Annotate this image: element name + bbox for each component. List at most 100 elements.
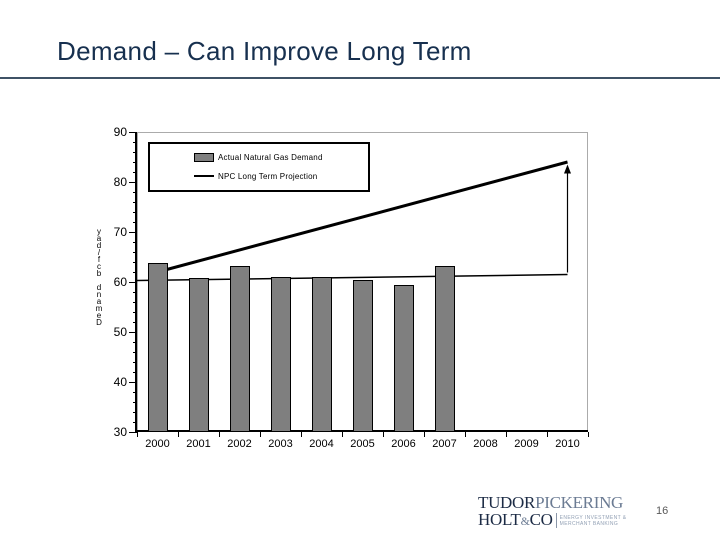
y-axis-title-char: c xyxy=(97,262,101,271)
x-tick xyxy=(219,432,220,437)
y-axis-title-char: n xyxy=(96,290,102,299)
legend-entry-actual: Actual Natural Gas Demand xyxy=(194,153,368,163)
y-minor-tick xyxy=(133,412,137,413)
y-axis-title-char: y xyxy=(97,227,101,236)
y-major-tick xyxy=(129,182,137,183)
bar-2002 xyxy=(229,266,250,432)
y-major-tick xyxy=(129,282,137,283)
y-minor-tick xyxy=(133,162,137,163)
x-tick xyxy=(506,432,507,437)
logo-holtco: HOLT&CO xyxy=(478,510,553,529)
y-axis-title-char: / xyxy=(97,248,101,257)
x-tick xyxy=(547,432,548,437)
x-tick xyxy=(588,432,589,437)
legend-entry-projection: NPC Long Term Projection xyxy=(194,172,368,181)
y-minor-tick xyxy=(133,422,137,423)
legend-bar-swatch xyxy=(194,153,214,163)
legend-label-projection: NPC Long Term Projection xyxy=(218,171,318,181)
y-tick-label: 70 xyxy=(113,225,127,239)
y-minor-tick xyxy=(133,142,137,143)
gap-arrow-head xyxy=(564,164,571,174)
y-minor-tick xyxy=(133,372,137,373)
x-tick-label: 2009 xyxy=(514,438,539,450)
y-minor-tick xyxy=(133,172,137,173)
y-axis-title-char: e xyxy=(96,311,102,320)
line-series-0 xyxy=(157,160,568,274)
y-tick-label: 90 xyxy=(113,125,127,139)
x-tick-label: 2005 xyxy=(350,438,375,450)
y-minor-tick xyxy=(133,212,137,213)
y-minor-tick xyxy=(133,202,137,203)
x-tick xyxy=(301,432,302,437)
x-tick xyxy=(260,432,261,437)
y-axis-title-char: d xyxy=(96,241,102,250)
tudor-pickering-holt-logo: TUDORPICKERING HOLT&CO ENERGY INVESTMENT… xyxy=(478,494,627,529)
x-tick xyxy=(465,432,466,437)
y-minor-tick xyxy=(133,262,137,263)
x-tick-label: 2001 xyxy=(186,438,211,450)
x-tick-label: 2010 xyxy=(555,438,580,450)
bar-2006 xyxy=(393,285,414,432)
x-tick-label: 2002 xyxy=(227,438,252,450)
page-number: 16 xyxy=(656,505,669,517)
y-minor-tick xyxy=(133,302,137,303)
x-tick xyxy=(178,432,179,437)
y-major-tick xyxy=(129,132,137,133)
y-axis-title-char: a xyxy=(96,297,102,306)
logo-pickering: PICKERING xyxy=(535,493,624,512)
y-minor-tick xyxy=(133,402,137,403)
y-axis-title-char: d xyxy=(96,283,102,292)
x-tick-label: 2006 xyxy=(391,438,416,450)
x-tick xyxy=(342,432,343,437)
x-tick-label: 2007 xyxy=(432,438,457,450)
y-minor-tick xyxy=(133,272,137,273)
y-minor-tick xyxy=(133,192,137,193)
y-minor-tick xyxy=(133,352,137,353)
y-minor-tick xyxy=(133,362,137,363)
x-tick-label: 2008 xyxy=(473,438,498,450)
y-tick-label: 80 xyxy=(113,175,127,189)
chart-legend: Actual Natural Gas Demand NPC Long Term … xyxy=(148,142,370,192)
line-series-1 xyxy=(136,273,568,282)
y-minor-tick xyxy=(133,242,137,243)
y-minor-tick xyxy=(133,252,137,253)
y-axis-title-char: b xyxy=(96,269,102,278)
logo-line1: TUDORPICKERING xyxy=(478,494,627,511)
bar-2005 xyxy=(352,280,373,432)
y-minor-tick xyxy=(133,222,137,223)
y-axis-title-char: m xyxy=(95,304,103,313)
legend-label-actual: Actual Natural Gas Demand xyxy=(218,153,323,163)
y-minor-tick xyxy=(133,312,137,313)
y-major-tick xyxy=(129,332,137,333)
logo-tudor: TUDOR xyxy=(478,493,536,512)
page-title: Demand – Can Improve Long Term xyxy=(57,36,472,66)
y-tick-label: 60 xyxy=(113,275,127,289)
y-major-tick xyxy=(129,432,137,433)
y-tick-label: 30 xyxy=(113,425,127,439)
logo-divider xyxy=(555,513,557,528)
chart-lines xyxy=(136,160,571,282)
y-tick-label: 40 xyxy=(113,375,127,389)
x-tick-label: 2000 xyxy=(145,438,170,450)
y-axis-title-char: a xyxy=(96,234,102,243)
y-minor-tick xyxy=(133,392,137,393)
legend-line-swatch xyxy=(194,175,214,178)
x-tick xyxy=(424,432,425,437)
bar-2001 xyxy=(188,277,209,432)
x-tick-label: 2004 xyxy=(309,438,334,450)
y-major-tick xyxy=(129,232,137,233)
title-underline xyxy=(0,77,720,79)
x-tick-label: 2003 xyxy=(268,438,293,450)
bar-2000 xyxy=(147,263,168,432)
y-minor-tick xyxy=(133,342,137,343)
y-major-tick xyxy=(129,382,137,383)
y-axis-title-char: f xyxy=(97,255,101,264)
bar-2007 xyxy=(434,266,455,432)
y-minor-tick xyxy=(133,292,137,293)
y-axis-title-char: D xyxy=(96,318,102,327)
y-tick-label: 50 xyxy=(113,325,127,339)
x-tick xyxy=(137,432,138,437)
bar-2003 xyxy=(270,276,291,432)
